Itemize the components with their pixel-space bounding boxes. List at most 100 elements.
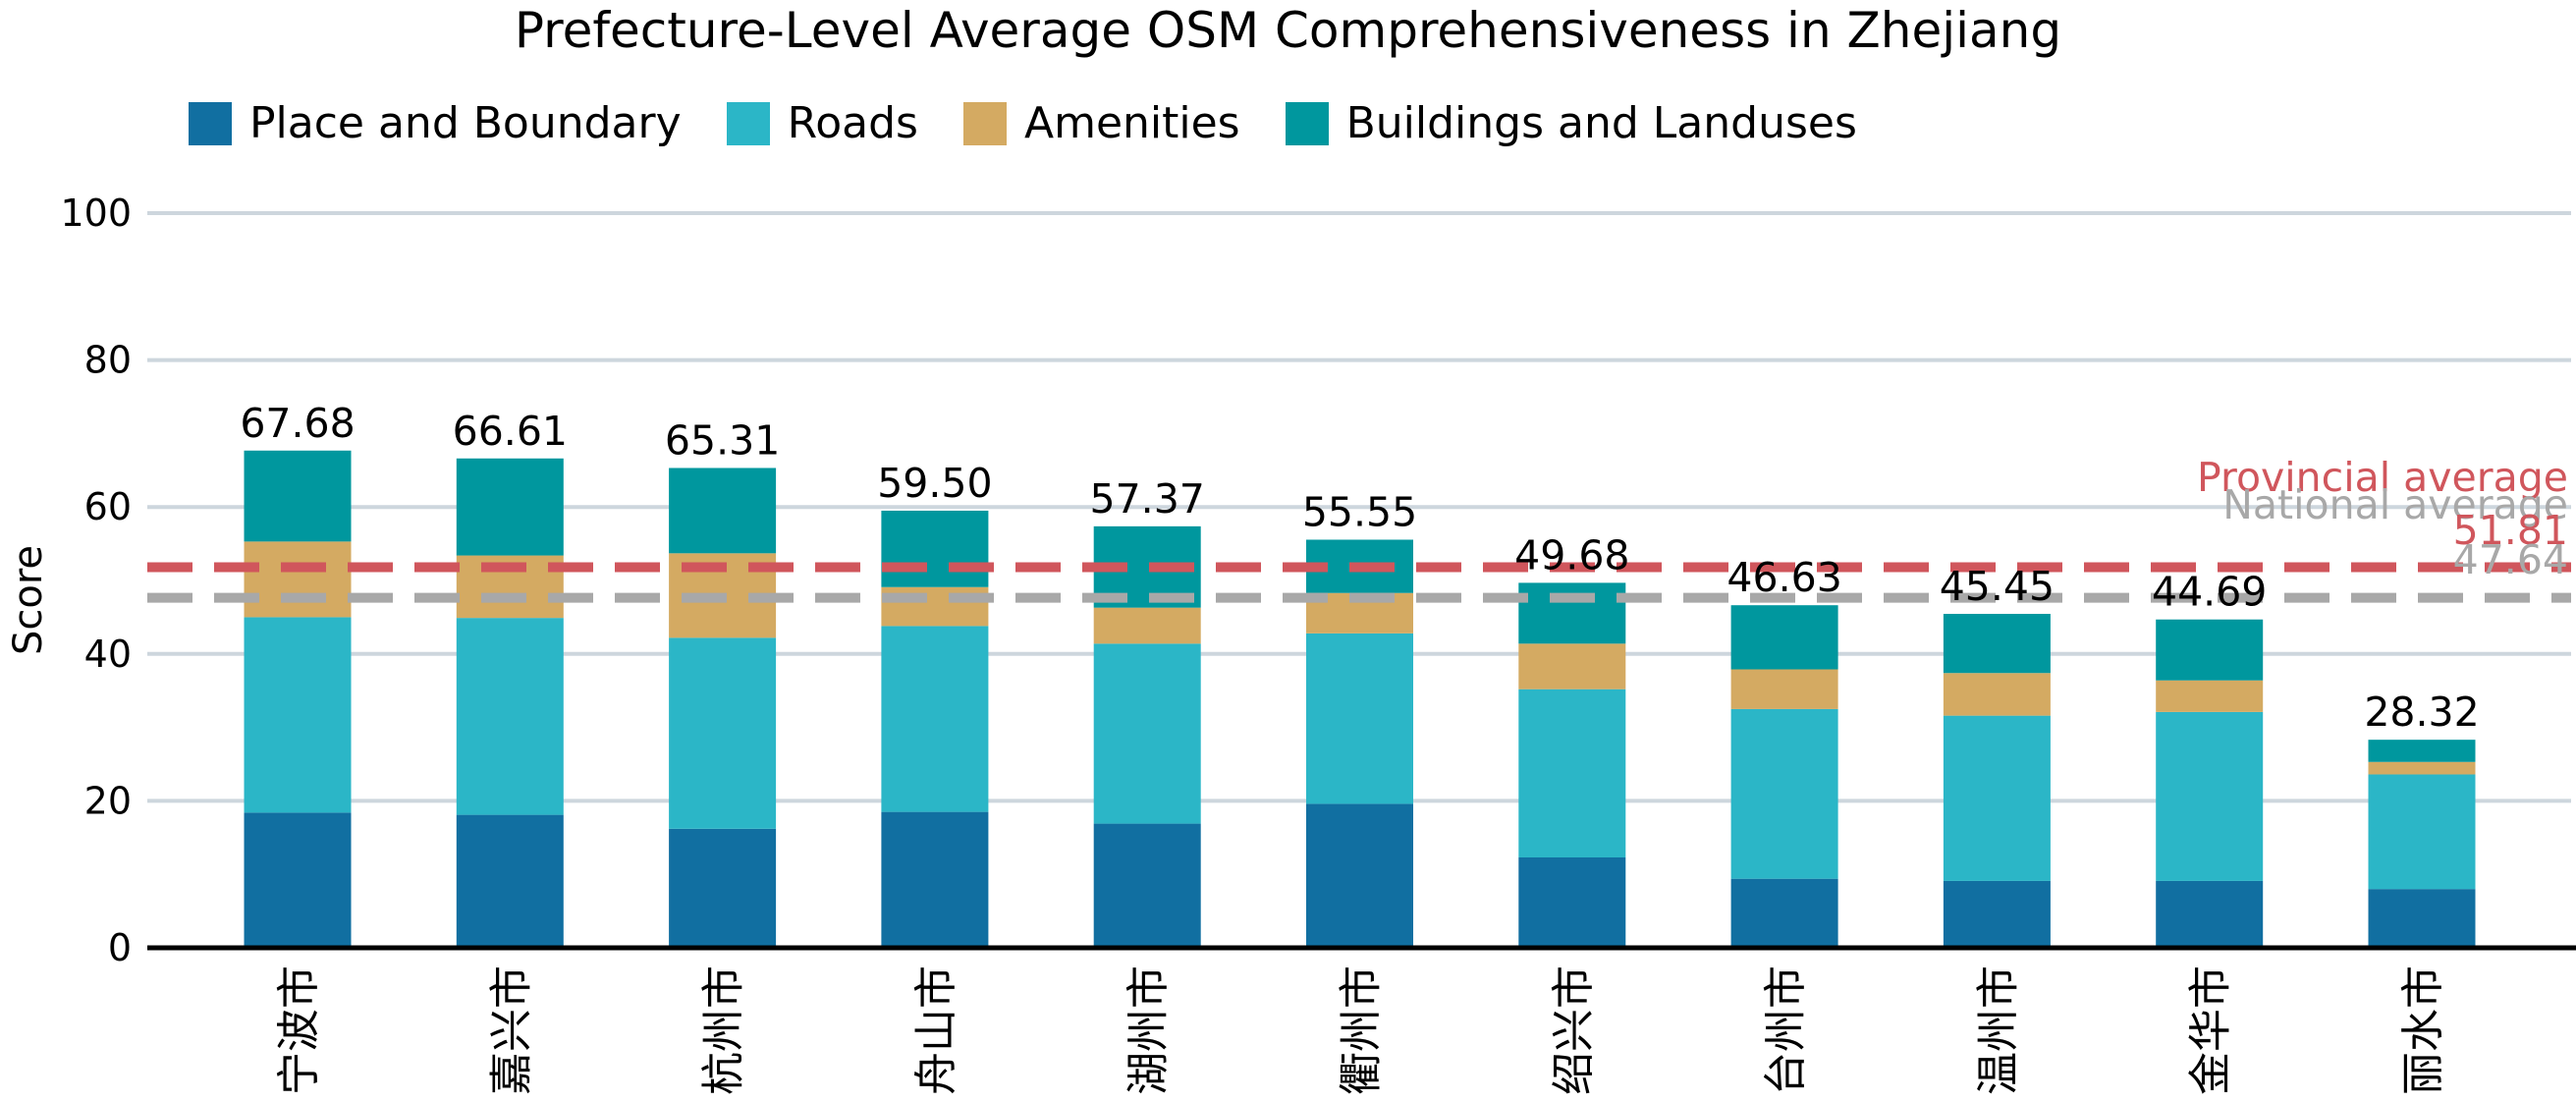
bar-segment-place-and-boundary (1730, 878, 1838, 948)
bar-segment-amenities (1518, 643, 1626, 689)
total-value-label: 55.55 (1302, 488, 1417, 535)
provincial-average-value: 51.81 (2453, 507, 2568, 554)
bar-segment-place-and-boundary (1306, 803, 1413, 948)
provincial-average-label: Provincial average (2197, 454, 2568, 501)
total-value-label: 46.63 (1726, 554, 1841, 601)
bar-segment-roads (1730, 708, 1838, 879)
bar-segment-place-and-boundary (1943, 880, 2051, 948)
bar-stack (669, 468, 777, 948)
bar-segment-amenities (1730, 669, 1838, 709)
y-tick-label-0: 0 (108, 926, 132, 969)
total-value-label: 49.68 (1514, 531, 1629, 579)
bar-segment-amenities (1943, 673, 2051, 716)
legend-label-buildings-landuses: Buildings and Landuses (1345, 98, 1857, 148)
x-category-label: 舟山市 (911, 965, 961, 1095)
total-value-label: 28.32 (2364, 689, 2479, 736)
bar-stack (456, 458, 564, 948)
chart-title: Prefecture-Level Average OSM Comprehensi… (514, 2, 2062, 59)
y-tick-label-100: 100 (60, 192, 132, 235)
x-category-label: 温州市 (1973, 965, 2023, 1095)
bar-stack (2368, 740, 2476, 948)
bar-segment-buildings-and-landuses (244, 450, 352, 542)
bar-segment-roads (2156, 711, 2264, 881)
y-tick-label-40: 40 (84, 633, 132, 676)
x-category-label: 台州市 (1761, 965, 1811, 1095)
y-tick-labels: 0 20 40 60 80 100 (60, 192, 132, 969)
legend-item-amenities[interactable]: Amenities (962, 96, 1240, 151)
national-average-label: National average (2222, 481, 2568, 528)
bar-segment-amenities (244, 541, 352, 618)
total-value-labels: 67.68 66.61 65.31 59.50 57.37 55.55 49.68 46.63… (240, 400, 2479, 736)
legend-swatch-roads (726, 102, 770, 145)
bar-segment-place-and-boundary (1093, 823, 1201, 948)
bar-stack (244, 450, 352, 948)
x-category-label: 嘉兴市 (486, 965, 536, 1095)
total-value-label: 67.68 (240, 400, 355, 447)
bar-stack (1306, 539, 1413, 948)
bar-segment-place-and-boundary (244, 812, 352, 948)
bar-segment-roads (1306, 633, 1413, 804)
y-tick-label-80: 80 (84, 339, 132, 382)
bar-segment-buildings-and-landuses (669, 468, 777, 554)
bar-segment-place-and-boundary (1518, 856, 1626, 948)
total-value-label: 59.50 (877, 460, 992, 507)
bar-stack (2156, 619, 2264, 948)
legend-label-place-boundary: Place and Boundary (249, 98, 682, 148)
total-value-label: 65.31 (665, 416, 780, 464)
bar-segment-buildings-and-landuses (1943, 614, 2051, 674)
bar-segment-buildings-and-landuses (881, 510, 989, 587)
bar-segment-roads (669, 637, 777, 829)
bar-segment-roads (881, 626, 989, 812)
bar-segment-place-and-boundary (881, 811, 989, 948)
legend: Place and Boundary Roads Amenities Build… (189, 96, 1902, 151)
bar-segment-buildings-and-landuses (2368, 740, 2476, 762)
bar-segment-buildings-and-landuses (2156, 619, 2264, 681)
bar-segment-place-and-boundary (2368, 889, 2476, 948)
x-category-label: 杭州市 (699, 965, 749, 1095)
bar-segment-amenities (1093, 607, 1201, 644)
bar-segment-amenities (2368, 761, 2476, 775)
bar-stack (1730, 605, 1838, 948)
bar-segment-roads (456, 618, 564, 815)
x-category-label: 宁波市 (274, 965, 324, 1095)
bar-stack (1093, 525, 1201, 948)
legend-item-roads[interactable]: Roads (726, 96, 918, 151)
bar-segment-roads (1093, 643, 1201, 824)
total-value-label: 44.69 (2152, 569, 2267, 616)
legend-item-place-boundary[interactable]: Place and Boundary (189, 96, 682, 151)
y-tick-label-60: 60 (84, 485, 132, 528)
bar-segment-roads (1943, 715, 2051, 881)
y-axis-label: Score (6, 545, 51, 655)
legend-item-buildings-landuses[interactable]: Buildings and Landuses (1285, 96, 1857, 151)
bar-stack (1518, 582, 1626, 948)
bar-layer (244, 450, 2476, 948)
bar-segment-amenities (2156, 680, 2264, 712)
legend-label-amenities: Amenities (1023, 98, 1240, 148)
bar-stack (881, 510, 989, 948)
y-tick-label-20: 20 (84, 779, 132, 822)
bar-segment-buildings-and-landuses (1518, 582, 1626, 644)
bar-segment-place-and-boundary (456, 814, 564, 948)
bar-stack (1943, 614, 2051, 948)
total-value-label: 45.45 (1940, 563, 2055, 610)
bar-segment-roads (244, 617, 352, 813)
bar-segment-roads (1518, 689, 1626, 857)
national-average-value: 47.64 (2453, 536, 2568, 583)
x-category-label: 湖州市 (1124, 965, 1174, 1095)
x-category-labels: 宁波市 嘉兴市 杭州市 舟山市 湖州市 衢州市 绍兴市 台州市 温州市 金华市 丽水市 (274, 965, 2448, 1095)
bar-segment-buildings-and-landuses (1730, 605, 1838, 670)
x-category-label: 丽水市 (2398, 965, 2448, 1095)
legend-swatch-place-boundary (189, 102, 232, 145)
total-value-label: 66.61 (453, 408, 568, 455)
x-category-label: 绍兴市 (1549, 965, 1599, 1095)
bar-segment-buildings-and-landuses (456, 458, 564, 556)
bar-segment-place-and-boundary (2156, 880, 2264, 948)
bar-segment-place-and-boundary (669, 828, 777, 948)
total-value-label: 57.37 (1090, 475, 1205, 523)
x-category-label: 衢州市 (1337, 965, 1387, 1095)
legend-label-roads: Roads (787, 98, 918, 148)
legend-swatch-amenities (962, 102, 1007, 145)
x-category-label: 金华市 (2186, 965, 2236, 1095)
